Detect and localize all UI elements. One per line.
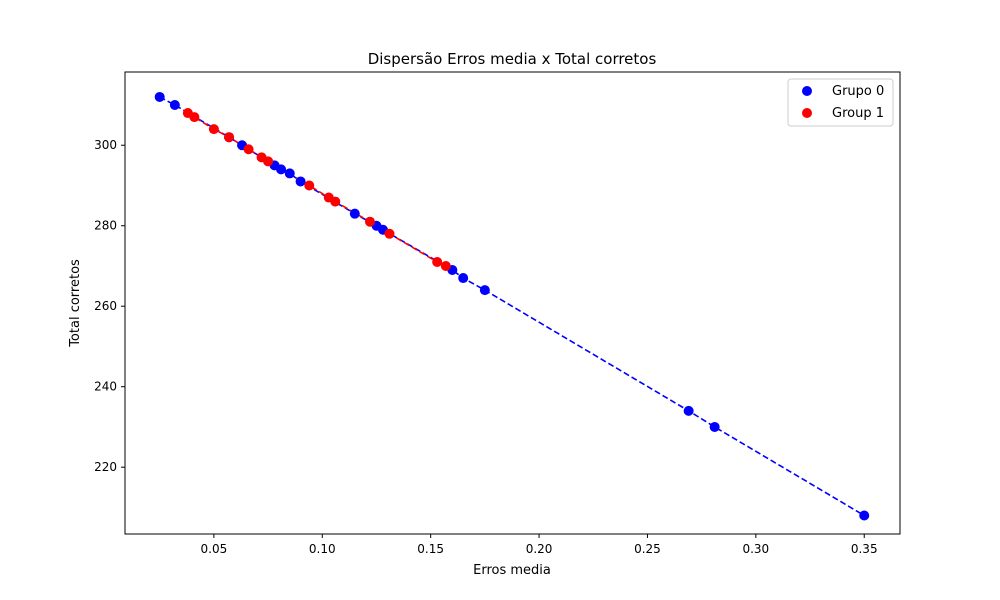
x-tick-label: 0.15	[417, 542, 444, 556]
data-point-series-0	[349, 208, 360, 219]
data-point-series-0	[683, 405, 694, 416]
x-tick-label: 0.25	[634, 542, 661, 556]
plot-frame	[124, 71, 901, 535]
data-point-series-0	[859, 510, 870, 521]
data-point-series-0	[169, 100, 180, 110]
y-tick-label: 300	[94, 138, 117, 152]
data-point-series-1	[263, 156, 274, 167]
y-tick-label: 240	[94, 380, 117, 394]
chart-title: Dispersão Erros media x Total corretos	[368, 50, 657, 68]
legend: Grupo 0 Group 1	[787, 78, 894, 127]
x-axis-label: Erros media	[473, 563, 551, 578]
x-axis-ticks: 0.05 0.10 0.15 0.20 0.25 0.30 0.35	[201, 534, 878, 556]
data-point-series-0	[276, 164, 287, 175]
legend-label-group-1: Group 1	[832, 106, 884, 121]
data-point-series-1	[440, 260, 451, 271]
data-point-series-1	[189, 112, 200, 123]
data-point-series-1	[330, 196, 341, 207]
legend-marker-group-1	[802, 108, 812, 118]
data-point-series-0	[479, 285, 490, 296]
data-point-series-1	[432, 256, 443, 267]
data-point-series-0	[154, 91, 165, 102]
legend-box	[787, 78, 894, 127]
data-point-series-1	[384, 228, 395, 239]
x-tick-label: 0.20	[526, 542, 553, 556]
x-tick-label: 0.35	[851, 542, 878, 556]
legend-label-grupo-0: Grupo 0	[832, 84, 884, 99]
data-point-series-0	[709, 421, 720, 432]
data-point-series-0	[458, 273, 469, 284]
y-tick-label: 280	[94, 219, 117, 233]
y-axis-label: Total corretos	[68, 259, 83, 348]
data-point-series-1	[243, 144, 254, 155]
data-points	[154, 91, 870, 521]
legend-marker-grupo-0	[802, 86, 812, 96]
data-point-series-0	[284, 168, 295, 179]
y-axis-ticks: 220 240 260 280 300	[94, 138, 125, 474]
data-point-series-0	[295, 176, 306, 187]
data-point-series-1	[304, 180, 315, 191]
data-point-series-1	[224, 132, 235, 143]
x-tick-label: 0.10	[309, 542, 336, 556]
data-point-series-1	[364, 216, 375, 227]
x-tick-label: 0.05	[201, 542, 228, 556]
x-tick-label: 0.30	[742, 542, 769, 556]
y-tick-label: 260	[94, 299, 117, 313]
data-point-series-1	[208, 124, 219, 135]
y-tick-label: 220	[94, 460, 117, 474]
